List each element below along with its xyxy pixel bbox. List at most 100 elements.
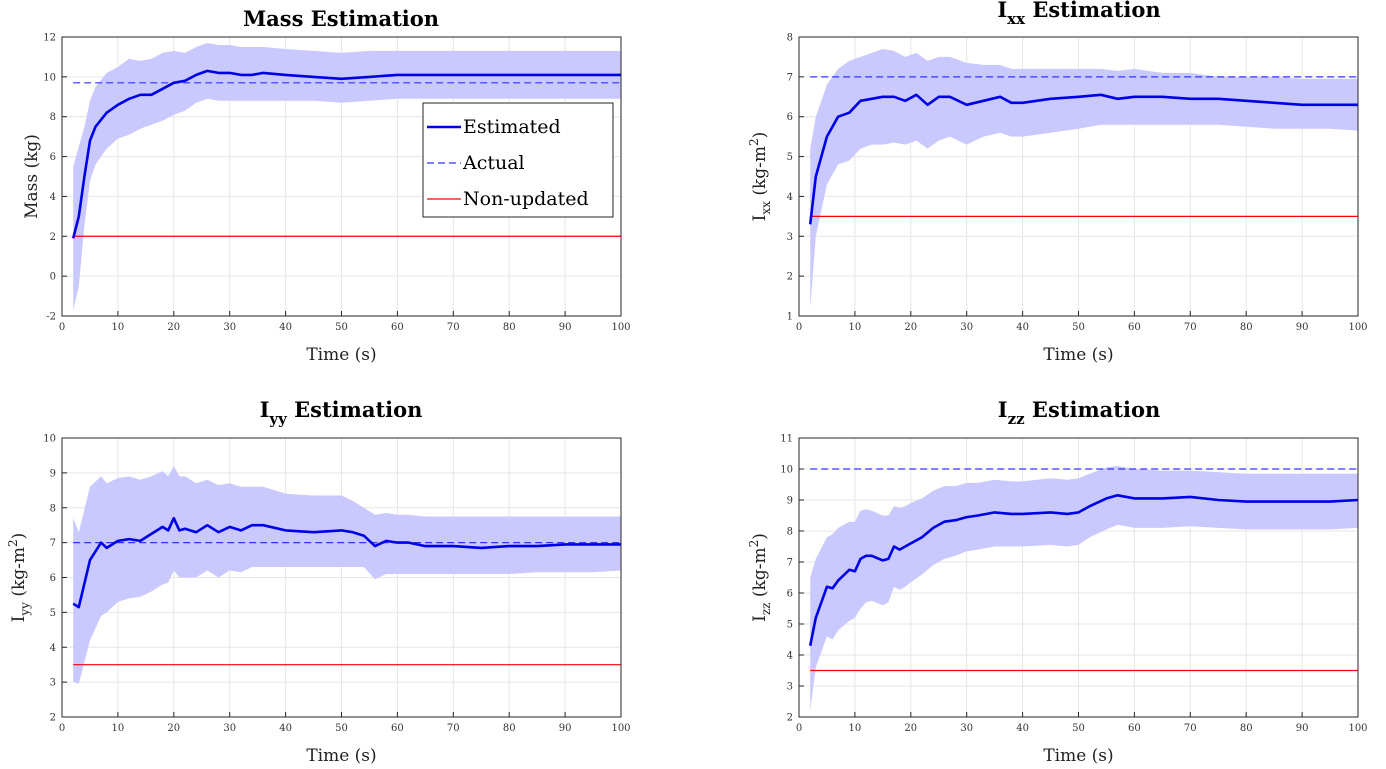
y-tick-label: 0	[50, 272, 56, 283]
x-tick-label: 0	[796, 723, 802, 734]
x-tick-label: 50	[335, 723, 348, 734]
x-tick-label: 80	[1240, 723, 1253, 734]
estimated-line	[72, 516, 621, 609]
x-tick-label: 70	[1184, 723, 1197, 734]
chart-title: Mass Estimation	[243, 6, 439, 31]
legend-entry: Non-updated	[463, 188, 589, 210]
y-tick-label: 5	[787, 152, 793, 163]
y-tick-label: 7	[787, 72, 793, 83]
confidence-band	[810, 49, 1358, 308]
x-tick-label: 60	[1128, 723, 1141, 734]
x-tick-label: 30	[223, 723, 236, 734]
ixx-estimation-chart: 0 10 20 30 40 50 60 70 80 90 100 1 2 3 4 5 6 7 8 Ixx Estima…	[747, 0, 1368, 365]
y-tick-label: 7	[787, 558, 793, 569]
confidence-band	[73, 465, 621, 684]
y-tick-label: 8	[50, 112, 56, 123]
y-axis-label: Iyy (kg-m2)	[6, 533, 32, 623]
y-tick-label: 6	[50, 573, 56, 584]
y-tick-label: 3	[50, 678, 56, 689]
x-tick-label: 20	[167, 322, 180, 333]
x-tick-label: 60	[391, 723, 404, 734]
x-tick-label: 80	[503, 322, 516, 333]
estimated-line	[808, 93, 1358, 225]
y-tick-label: 11	[780, 434, 793, 445]
x-tick-label: 30	[960, 723, 973, 734]
x-tick-label: 10	[849, 322, 862, 333]
x-tick-label: 60	[391, 322, 404, 333]
x-tick-label: 40	[279, 723, 292, 734]
x-tick-label: 100	[1348, 723, 1367, 734]
y-tick-label: 10	[43, 434, 56, 445]
x-tick-label: 30	[960, 322, 973, 333]
x-tick-label: 0	[796, 322, 802, 333]
x-axis-label: Time (s)	[1043, 746, 1113, 766]
chart-title: Izz Estimation	[998, 397, 1160, 428]
x-tick-label: 80	[1240, 322, 1253, 333]
y-tick-label: 6	[50, 152, 56, 163]
x-tick-label: 50	[335, 322, 348, 333]
y-tick-label: 3	[787, 682, 793, 693]
estimated-line	[808, 494, 1359, 646]
legend-entry: Actual	[462, 152, 525, 174]
x-tick-label: 20	[167, 723, 180, 734]
x-axis-label: Time (s)	[306, 345, 376, 365]
x-tick-label: 20	[904, 723, 917, 734]
x-tick-label: 70	[447, 723, 460, 734]
chart-title: Iyy Estimation	[260, 397, 423, 428]
y-tick-label: -2	[46, 312, 56, 323]
y-tick-label: 4	[50, 643, 56, 654]
y-axis-label: Izz (kg-m2)	[747, 533, 773, 622]
legend-entry: Estimated	[463, 116, 561, 138]
y-tick-label: 2	[787, 272, 793, 283]
x-tick-label: 50	[1072, 322, 1085, 333]
x-tick-label: 50	[1072, 723, 1085, 734]
y-axis-label: Mass (kg)	[22, 134, 42, 219]
x-tick-label: 30	[223, 322, 236, 333]
y-tick-label: 5	[787, 620, 793, 631]
y-tick-label: 10	[43, 72, 56, 83]
y-axis-label: Ixx (kg-m2)	[747, 132, 773, 222]
legend-box	[422, 102, 614, 218]
y-tick-label: 8	[787, 527, 793, 538]
confidence-band	[810, 465, 1358, 711]
x-tick-label: 60	[1128, 322, 1141, 333]
y-tick-label: 6	[787, 112, 793, 123]
y-tick-label: 4	[787, 651, 793, 662]
x-axis-label: Time (s)	[306, 746, 376, 766]
y-tick-label: 8	[787, 33, 793, 44]
legend: Estimated Actual Non-updated	[422, 102, 614, 218]
y-tick-label: 4	[50, 192, 56, 203]
x-tick-label: 20	[904, 322, 917, 333]
x-tick-label: 70	[447, 322, 460, 333]
x-tick-label: 90	[1296, 322, 1309, 333]
y-tick-label: 3	[787, 232, 793, 243]
y-tick-label: 8	[50, 503, 56, 514]
x-tick-label: 70	[1184, 322, 1197, 333]
x-tick-label: 10	[112, 322, 125, 333]
x-tick-label: 80	[503, 723, 516, 734]
y-tick-label: 2	[50, 232, 56, 243]
x-tick-label: 0	[59, 322, 65, 333]
confidence-band	[73, 43, 621, 310]
x-tick-label: 40	[1016, 322, 1029, 333]
izz-estimation-chart: 0 10 20 30 40 50 60 70 80 90 100 2 3 4 5 6 7 8 9 10 11 Izz Es…	[747, 397, 1368, 766]
y-tick-label: 9	[787, 496, 793, 507]
y-tick-label: 12	[43, 33, 56, 44]
y-tick-label: 2	[50, 713, 56, 724]
y-tick-label: 4	[787, 192, 793, 203]
y-tick-label: 1	[787, 312, 793, 323]
x-tick-label: 10	[112, 723, 125, 734]
y-tick-label: 5	[50, 608, 56, 619]
x-tick-label: 10	[849, 723, 862, 734]
x-tick-label: 40	[1016, 723, 1029, 734]
x-tick-label: 0	[59, 723, 65, 734]
y-tick-label: 7	[50, 538, 56, 549]
iyy-estimation-chart: 0 10 20 30 40 50 60 70 80 90 100 2 3 4 5 6 7 8 9 10 Iyy Esti…	[6, 397, 631, 766]
y-tick-label: 9	[50, 468, 56, 479]
x-tick-label: 100	[611, 723, 630, 734]
chart-title: Ixx Estimation	[997, 0, 1160, 28]
y-tick-label: 10	[780, 465, 793, 476]
x-axis-label: Time (s)	[1043, 345, 1113, 365]
x-tick-label: 90	[1296, 723, 1309, 734]
